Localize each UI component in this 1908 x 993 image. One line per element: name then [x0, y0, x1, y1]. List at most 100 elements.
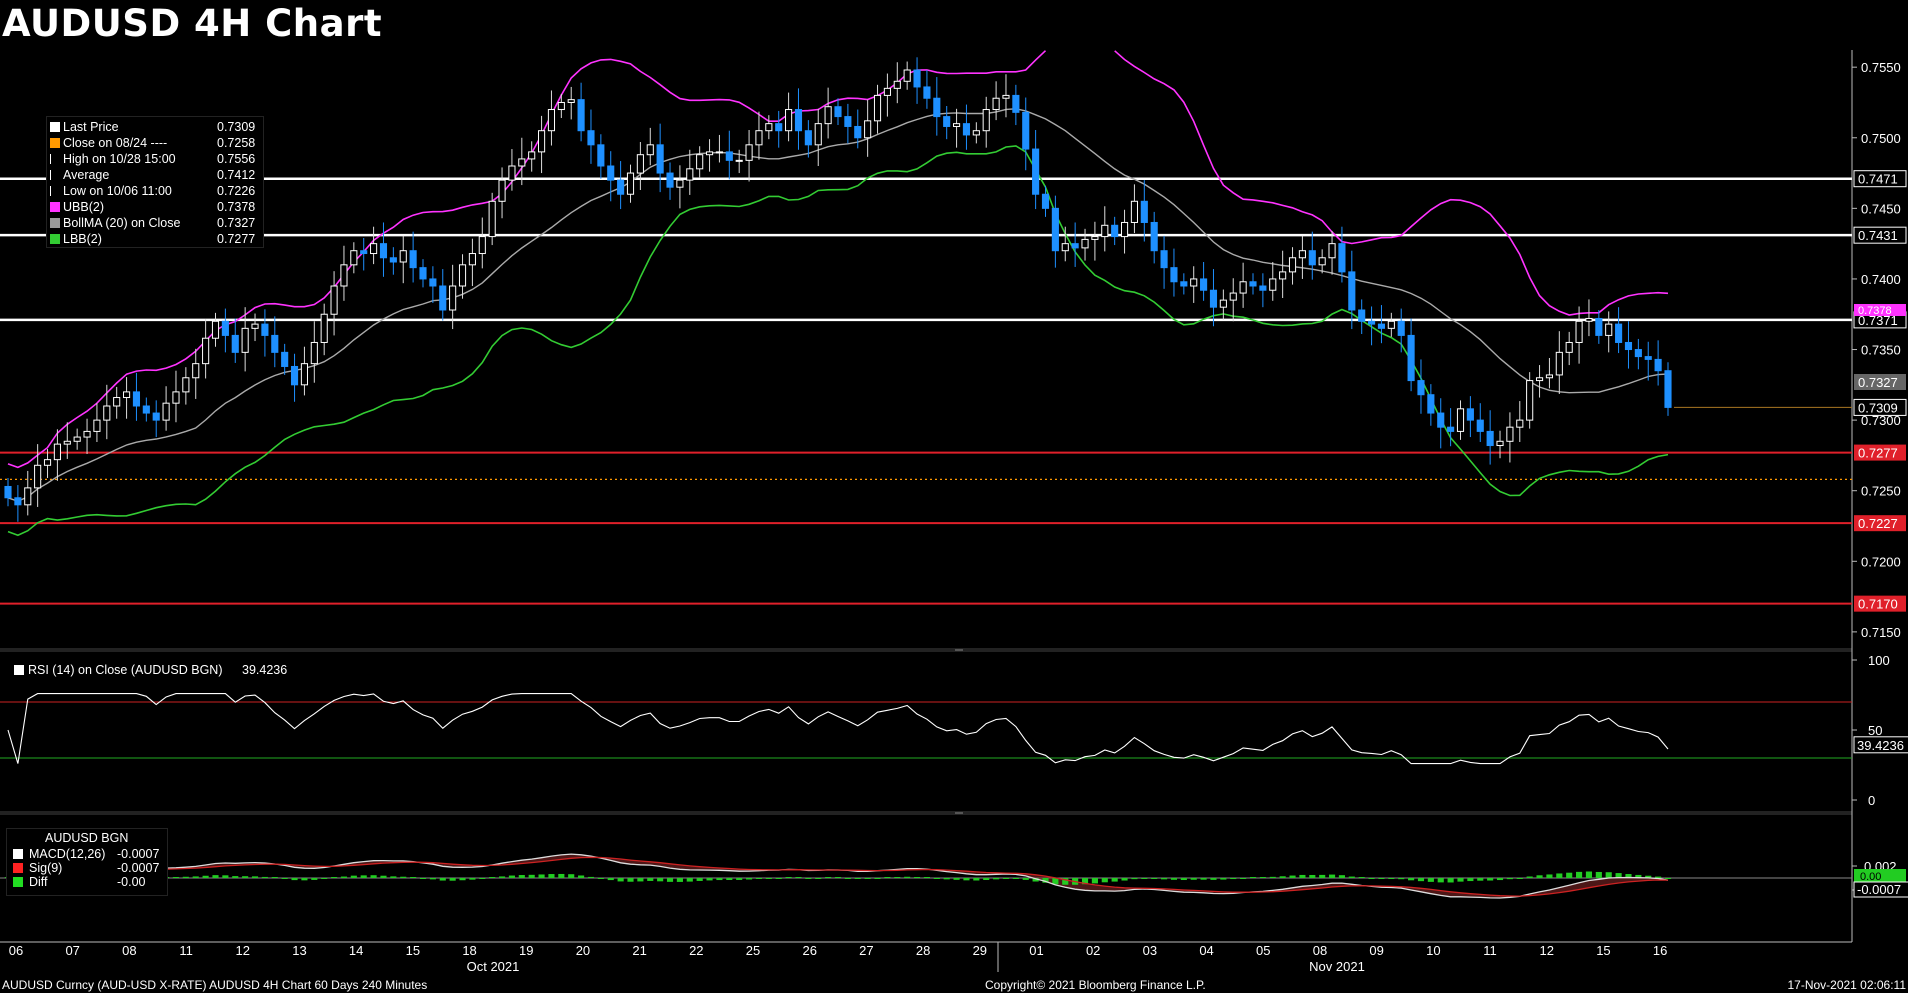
legend-label: Average — [63, 168, 110, 182]
bull-candle — [567, 99, 575, 103]
bear-candle — [933, 97, 941, 118]
bear-candle — [656, 144, 664, 174]
macd-legend-label: Diff — [29, 875, 48, 889]
time-tick-label: 08 — [122, 943, 136, 958]
macd-histogram-bar — [1605, 872, 1612, 878]
legend-row: Low on 10/06 11:00 0.7226 — [47, 184, 263, 199]
macd-value-label-box — [1853, 881, 1908, 898]
macd-histogram-bar — [1358, 877, 1365, 878]
bull-candle — [241, 327, 249, 353]
bear-candle — [666, 172, 674, 188]
bull-candle — [518, 158, 526, 167]
bear-candle — [360, 250, 368, 255]
rsi-tick-label: 100 — [1868, 653, 1890, 668]
bull-candle — [1535, 377, 1544, 382]
bull-candle — [1516, 419, 1524, 428]
bull-candle — [626, 172, 635, 195]
macd-histogram-bar — [676, 878, 683, 882]
bear-candle — [1041, 193, 1050, 209]
bull-candle — [63, 440, 71, 445]
average-marker-icon — [50, 170, 56, 180]
bear-candle — [1338, 243, 1346, 273]
footer-copyright: Copyright© 2021 Bloomberg Finance L.P. — [985, 978, 1206, 992]
bull-candle — [1229, 292, 1237, 301]
bull-candle — [300, 363, 308, 386]
price-tick-label: 0.7500 — [1861, 131, 1901, 146]
macd-histogram-bar — [548, 874, 555, 878]
bull-candle — [557, 101, 565, 111]
rsi-line — [7, 693, 1669, 765]
macd-histogram-bar — [1664, 878, 1672, 879]
bear-candle — [1032, 148, 1040, 195]
macd-histogram-bar — [1487, 878, 1494, 881]
legend-swatch-icon — [13, 849, 23, 859]
macd-histogram-bar — [558, 873, 565, 878]
macd-histogram-bar — [923, 877, 930, 878]
macd-histogram-bar — [874, 878, 881, 879]
bear-candle — [834, 106, 842, 118]
macd-histogram-bar — [1447, 878, 1454, 883]
macd-histogram-bar — [1220, 878, 1227, 880]
macd-legend-label: MACD(12,26) — [29, 847, 106, 861]
bull-candle — [478, 236, 486, 255]
level-label: 0.7471 — [1858, 172, 1898, 187]
legend-value: 0.7226 — [217, 184, 256, 198]
macd-histogram-bar — [953, 878, 960, 880]
bear-candle — [429, 278, 437, 287]
bear-candle — [1358, 309, 1366, 322]
macd-histogram-bar — [1249, 877, 1257, 878]
macd-diff-label: 0.00 — [1860, 871, 1881, 883]
time-tick-label: 22 — [689, 943, 703, 958]
macd-histogram-bar — [943, 878, 950, 880]
macd-histogram-bar — [785, 877, 792, 878]
time-tick-label: 26 — [802, 943, 816, 958]
bear-candle — [1071, 243, 1079, 249]
macd-histogram-bar — [291, 878, 298, 881]
bull-candle — [1091, 236, 1099, 240]
legend-value: 0.7327 — [217, 216, 256, 230]
macd-histogram-bar — [1417, 878, 1425, 882]
time-tick-label: 21 — [632, 943, 646, 958]
macd-histogram-bar — [1161, 878, 1168, 880]
macd-histogram-bar — [1240, 878, 1247, 879]
bull-candle — [1279, 271, 1287, 280]
time-tick-label: 09 — [1369, 943, 1383, 958]
time-tick-label: 25 — [746, 943, 760, 958]
bull-candle — [538, 130, 546, 153]
price-tick-label: 0.7400 — [1861, 272, 1901, 287]
bear-candle — [379, 243, 388, 259]
macd-histogram-bar — [410, 877, 417, 878]
panel-divider — [0, 648, 1852, 652]
macd-histogram-bar — [805, 878, 812, 879]
macd-histogram-bar — [459, 878, 466, 881]
bear-candle — [1022, 111, 1030, 150]
macd-histogram-bar — [1477, 878, 1484, 881]
bull-candle — [320, 313, 328, 343]
macd-legend-row: Sig(9) -0.0007 — [7, 861, 167, 876]
macd-histogram-bar — [1042, 878, 1049, 883]
price-tick-label: 0.7250 — [1861, 484, 1901, 499]
bull-candle — [1526, 380, 1534, 421]
bull-candle — [211, 320, 220, 339]
macd-histogram-bar — [933, 878, 940, 879]
macd-histogram-bar — [1279, 876, 1286, 878]
bull-candle — [1575, 320, 1583, 343]
bear-candle — [231, 334, 239, 353]
macd-histogram-bar — [884, 877, 891, 878]
bear-candle — [1595, 317, 1603, 336]
bear-candle — [1466, 408, 1474, 421]
bear-candle — [1437, 412, 1445, 428]
bull-candle — [676, 179, 684, 188]
macd-histogram-bar — [1398, 878, 1405, 880]
macd-histogram-bar — [261, 876, 268, 878]
time-tick-label: 12 — [1540, 943, 1554, 958]
bull-candle — [972, 130, 980, 136]
macd-histogram-bar — [1081, 878, 1089, 885]
legend-swatch-icon — [13, 877, 23, 887]
ma-label: 0.7327 — [1858, 375, 1898, 390]
bull-candle — [1219, 299, 1227, 308]
macd-histogram-bar — [271, 877, 278, 878]
macd-histogram-bar — [1625, 874, 1632, 878]
bull-candle — [953, 123, 961, 127]
